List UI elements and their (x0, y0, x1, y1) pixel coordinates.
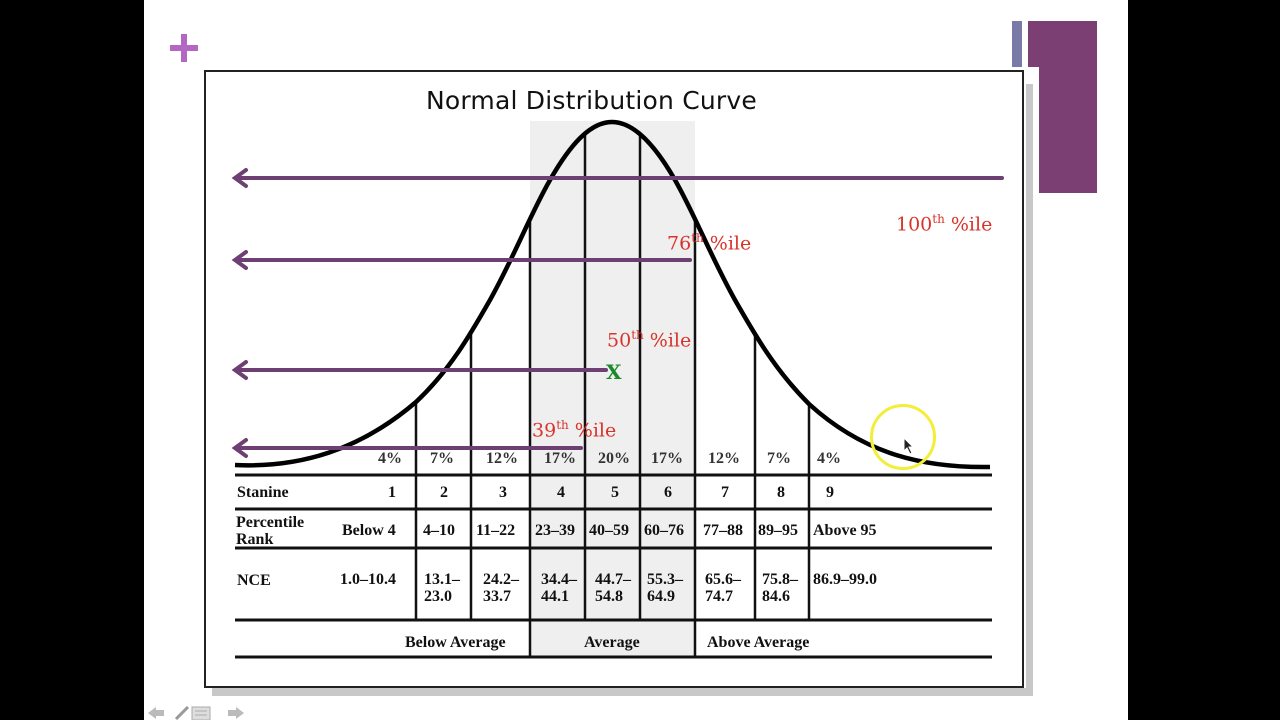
figure-shadow (1026, 84, 1033, 696)
marker-x: X (606, 360, 622, 384)
annotation-100th: 100th %ile (896, 212, 993, 236)
plus-icon (170, 34, 198, 62)
percent-label: 7% (430, 450, 454, 467)
cursor-highlight (870, 404, 936, 470)
nce-cell: 13.1–23.0 (424, 571, 460, 605)
row-label-nce: NCE (237, 572, 271, 589)
nce-cell: 24.2–33.7 (483, 571, 519, 605)
menu-icon[interactable] (191, 706, 211, 720)
percentile-cell: 23–39 (535, 522, 575, 539)
percentile-cell: 89–95 (758, 522, 798, 539)
average-shading (530, 121, 695, 657)
nce-cell: 86.9–99.0 (813, 571, 877, 588)
percentile-cell: 40–59 (589, 522, 629, 539)
group-above-average: Above Average (707, 634, 810, 651)
bell-curve (234, 119, 991, 470)
nce-cell: 1.0–10.4 (340, 571, 396, 588)
stanine-cell: 3 (499, 484, 507, 501)
percentile-cell: Below 4 (342, 522, 396, 539)
stanine-cell: 6 (664, 484, 672, 501)
annotation-39th: 39th %ile (532, 418, 617, 442)
percentile-cell: 77–88 (703, 522, 743, 539)
annotation-50th: 50th %ile (607, 328, 692, 352)
row-label-percentile: Percentile (236, 514, 305, 531)
percent-label: 4% (817, 450, 841, 467)
decorative-notch (1028, 67, 1039, 193)
group-below-average: Below Average (405, 634, 506, 651)
stanine-cell: 9 (826, 484, 834, 501)
stanine-cell: 8 (777, 484, 785, 501)
stanine-cell: 1 (388, 484, 396, 501)
nce-cell: 55.3–64.9 (647, 571, 683, 605)
decorative-bar-thin (1012, 21, 1022, 67)
figure-shadow-bottom (212, 688, 1033, 696)
percentile-cell: 60–76 (644, 522, 684, 539)
nce-cell: 75.8–84.6 (762, 571, 798, 605)
nce-cell: 65.6–74.7 (705, 571, 741, 605)
percent-label: 17% (651, 450, 683, 467)
percent-label: 17% (544, 450, 576, 467)
slide-nav (148, 706, 244, 720)
row-label-rank: Rank (236, 531, 274, 548)
percent-label: 12% (708, 450, 740, 467)
group-average: Average (584, 634, 640, 651)
percentile-cell: 11–22 (476, 522, 516, 539)
percent-label: 12% (486, 450, 518, 467)
nce-cell: 34.4–44.1 (541, 571, 577, 605)
mouse-cursor-icon (903, 437, 915, 455)
stanine-cell: 4 (557, 484, 565, 501)
percentile-cell: Above 95 (813, 522, 877, 539)
percentile-arrows (231, 168, 1004, 458)
pen-icon[interactable] (174, 706, 190, 720)
percent-label: 7% (767, 450, 791, 467)
stanine-cell: 2 (440, 484, 448, 501)
arrow-left-icon[interactable] (148, 707, 164, 719)
stanine-cell: 7 (721, 484, 729, 501)
percentile-cell: 4–10 (423, 522, 455, 539)
chart-title: Normal Distribution Curve (426, 86, 757, 115)
arrow-right-icon[interactable] (228, 707, 244, 719)
nce-cell: 44.7–54.8 (595, 571, 631, 605)
stanine-cell: 5 (611, 484, 619, 501)
decorative-bar (1028, 21, 1097, 193)
annotation-76th: 76th %ile (667, 231, 752, 255)
percent-label: 20% (598, 450, 630, 467)
row-label-stanine: Stanine (237, 484, 289, 501)
percent-label: 4% (378, 450, 402, 467)
